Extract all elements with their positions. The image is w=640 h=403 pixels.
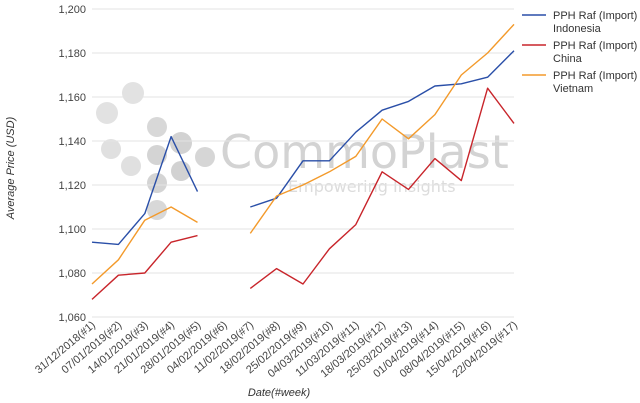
watermark-logo-dots xyxy=(96,82,215,220)
commoplast-watermark: CommoPlast Empowering Insights xyxy=(96,82,509,220)
y-axis-title: Average Price (USD) xyxy=(5,116,17,220)
legend-label: Vietnam xyxy=(553,83,593,95)
y-tick-label: 1,160 xyxy=(58,92,86,104)
legend-label: China xyxy=(553,53,583,65)
y-tick-label: 1,120 xyxy=(58,180,86,192)
y-tick-label: 1,100 xyxy=(58,224,86,236)
watermark-dot xyxy=(147,173,167,193)
watermark-dot xyxy=(122,82,144,104)
legend-label: Indonesia xyxy=(553,23,602,35)
series-line xyxy=(91,135,199,246)
legend-label: PPH Raf (Import) - xyxy=(553,70,640,82)
watermark-dot xyxy=(96,102,118,124)
watermark-dot xyxy=(121,156,141,176)
series-line xyxy=(91,206,198,285)
series-lines xyxy=(91,23,515,300)
y-axis-ticks: 1,060 1,080 1,100 1,120 1,140 1,160 1,180 1,200 xyxy=(58,4,86,324)
watermark-dot xyxy=(170,132,192,154)
watermark-dot xyxy=(147,145,167,165)
x-axis-ticks: 31/12/2018(#1)07/01/2019(#2)14/01/2019(#… xyxy=(33,319,520,380)
series-line xyxy=(91,234,198,300)
series-line xyxy=(249,23,515,234)
y-tick-label: 1,180 xyxy=(58,48,86,60)
watermark-brand: CommoPlast xyxy=(220,125,509,179)
watermark-tagline: Empowering Insights xyxy=(288,177,456,196)
legend-label: PPH Raf (Import) - xyxy=(553,40,640,52)
watermark-dot xyxy=(147,200,167,220)
watermark-dot xyxy=(171,161,191,181)
series-line xyxy=(249,87,515,289)
series-line xyxy=(250,50,515,208)
watermark-dot xyxy=(101,139,121,159)
y-tick-label: 1,080 xyxy=(58,268,86,280)
watermark-dot xyxy=(147,117,167,137)
watermark-dot xyxy=(195,147,215,167)
y-tick-label: 1,140 xyxy=(58,136,86,148)
x-axis-title: Date(#week) xyxy=(248,387,311,399)
legend-label: PPH Raf (Import) - xyxy=(553,10,640,22)
y-tick-label: 1,060 xyxy=(58,312,86,324)
y-tick-label: 1,200 xyxy=(58,4,86,16)
